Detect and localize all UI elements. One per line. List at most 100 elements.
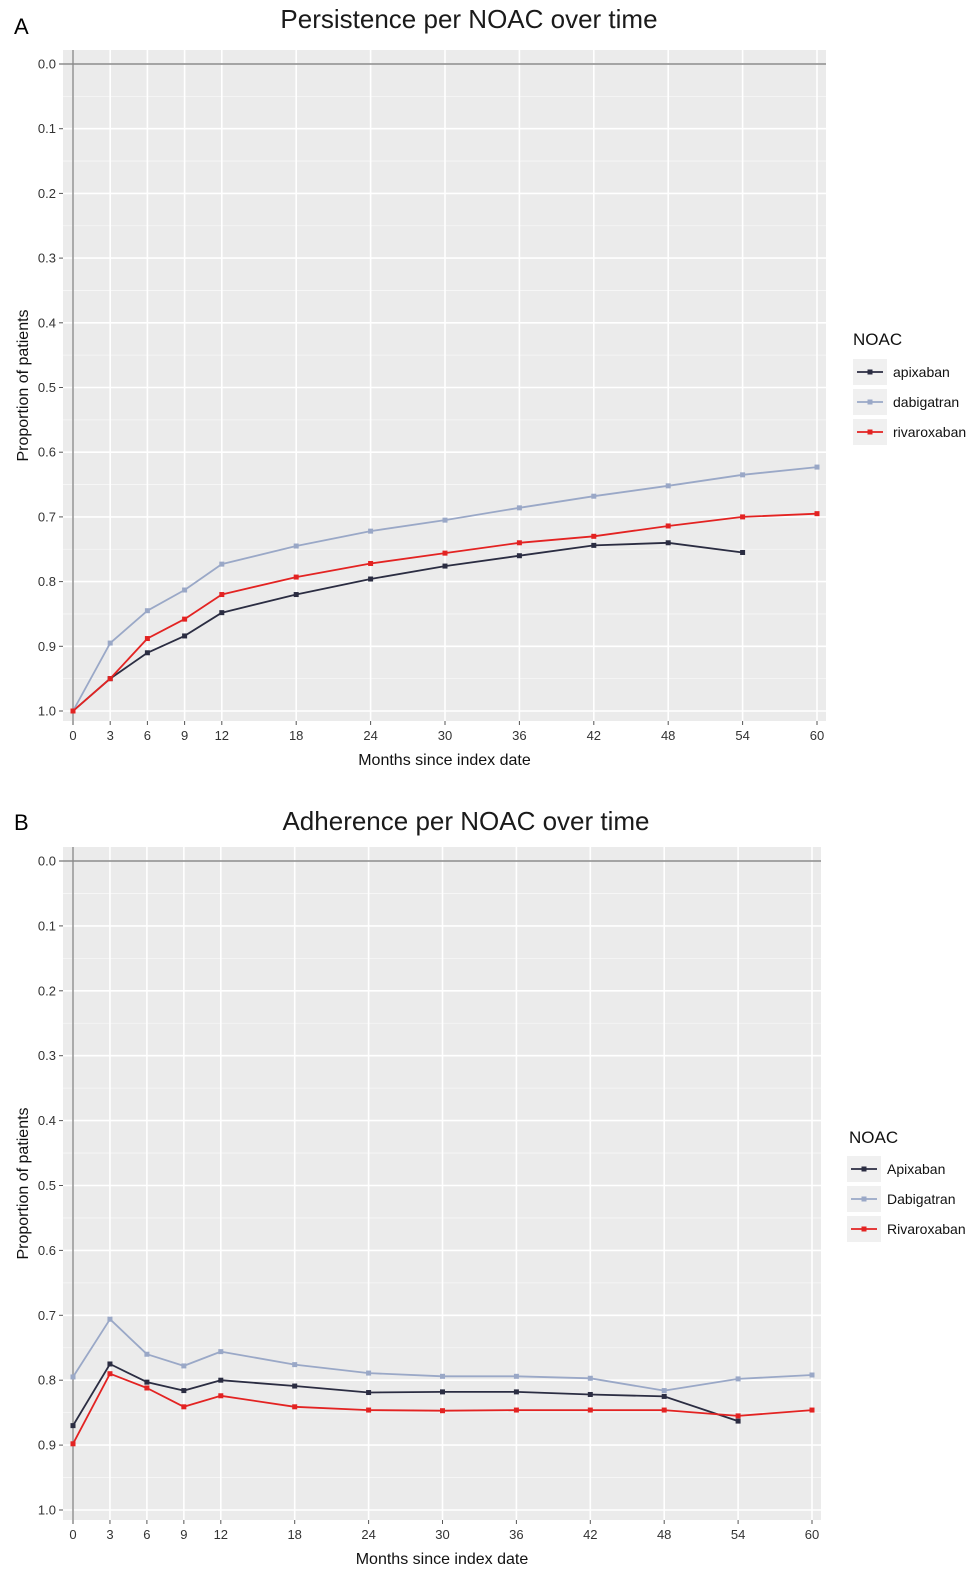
legend-key-point: [867, 399, 873, 405]
x-tick-label: 9: [180, 1527, 187, 1542]
x-tick-label: 60: [810, 728, 824, 743]
x-tick-label: 0: [69, 728, 76, 743]
data-point: [442, 550, 448, 556]
chart-title: Adherence per NOAC over time: [282, 806, 649, 836]
x-tick-label: 24: [363, 728, 377, 743]
data-point: [144, 1379, 150, 1385]
y-tick-label: 0.4: [38, 1113, 56, 1128]
data-point: [181, 1404, 187, 1410]
x-tick-label: 30: [435, 1527, 449, 1542]
series-rivaroxaban: [70, 511, 820, 714]
y-tick-label: 0.6: [38, 1243, 56, 1258]
data-point: [70, 708, 76, 714]
data-point: [661, 1393, 667, 1399]
data-point: [107, 1316, 113, 1322]
data-point: [516, 505, 522, 511]
y-tick-label: 1.0: [38, 704, 56, 719]
data-point: [587, 1391, 593, 1397]
data-point: [513, 1389, 519, 1395]
data-point: [219, 610, 225, 616]
y-axis-label: Proportion of patients: [15, 1107, 32, 1259]
x-tick-label: 36: [509, 1527, 523, 1542]
data-point: [219, 592, 225, 598]
x-tick-label: 3: [106, 1527, 113, 1542]
data-point: [144, 636, 150, 642]
y-tick-label: 1.0: [38, 1503, 56, 1518]
y-tick-label: 0.8: [38, 1373, 56, 1388]
data-point: [70, 1423, 76, 1429]
data-point: [181, 1388, 187, 1394]
x-tick-label: 54: [731, 1527, 745, 1542]
panel-letter: B: [14, 810, 29, 835]
legend-entry-label: Apixaban: [887, 1161, 945, 1177]
legend-title: NOAC: [849, 1128, 898, 1147]
x-tick-label: 36: [512, 728, 526, 743]
data-point: [368, 528, 374, 534]
data-point: [293, 592, 299, 598]
legend-entry-label: rivaroxaban: [893, 424, 966, 440]
data-point: [292, 1362, 298, 1368]
data-point: [735, 1376, 741, 1382]
data-point: [735, 1413, 741, 1419]
y-axis-label: Proportion of patients: [15, 309, 32, 461]
data-point: [440, 1408, 445, 1414]
x-tick-label: 42: [583, 1527, 597, 1542]
chart-panel-B: B Adherence per NOAC over time 0.0 0.1 0.2 0.…: [14, 806, 966, 1568]
data-point: [219, 561, 225, 567]
y-tick-label: 0.0: [38, 854, 56, 869]
data-point: [144, 1351, 150, 1357]
x-tick-label: 24: [361, 1527, 375, 1542]
y-tick-label: 0.8: [38, 574, 56, 589]
x-tick-label: 6: [143, 1527, 150, 1542]
data-point: [442, 563, 448, 569]
data-point: [292, 1383, 298, 1389]
data-point: [366, 1370, 372, 1376]
legend-entry-label: apixaban: [893, 364, 950, 380]
y-tick-label: 0.5: [38, 380, 56, 395]
data-point: [70, 1441, 76, 1447]
y-tick-label: 0.1: [38, 918, 56, 933]
series-rivaroxaban: [70, 1371, 815, 1447]
legend-entry-label: dabigatran: [893, 394, 959, 410]
data-point: [665, 483, 671, 489]
data-point: [591, 493, 597, 499]
legend-entry-label: Rivaroxaban: [887, 1221, 966, 1237]
panel-letter: A: [14, 14, 29, 39]
data-point: [368, 576, 374, 582]
y-tick-label: 0.3: [38, 251, 56, 266]
data-point: [516, 553, 522, 559]
data-point: [144, 1385, 150, 1391]
data-point: [661, 1407, 667, 1413]
data-point: [107, 1371, 113, 1377]
x-tick-label: 9: [181, 728, 188, 743]
data-point: [587, 1407, 593, 1413]
y-tick-label: 0.7: [38, 509, 56, 524]
y-tick-label: 0.1: [38, 121, 56, 136]
x-tick-label: 12: [215, 728, 229, 743]
series-line: [72, 1363, 739, 1427]
data-point: [218, 1393, 224, 1399]
data-point: [144, 650, 150, 656]
legend-entry-label: Dabigatran: [887, 1191, 956, 1207]
legend-key-point: [867, 429, 873, 435]
data-point: [814, 511, 820, 517]
data-point: [735, 1418, 741, 1424]
legend: NOAC Apixaban Dabigatran Rivaroxaban: [847, 1128, 966, 1242]
data-point: [293, 574, 299, 580]
y-tick-label: 0.2: [38, 983, 56, 998]
series-apixaban: [70, 1361, 741, 1429]
data-point: [292, 1404, 298, 1410]
data-point: [293, 543, 299, 549]
x-tick-label: 60: [805, 1527, 819, 1542]
x-tick-label: 0: [69, 1527, 76, 1542]
x-tick-label: 42: [587, 728, 601, 743]
series-line: [72, 541, 743, 712]
x-axis-label: Months since index date: [356, 1551, 529, 1568]
legend-title: NOAC: [853, 330, 902, 349]
data-point: [440, 1389, 445, 1395]
y-tick-label: 0.0: [38, 57, 56, 72]
x-axis-label: Months since index date: [358, 752, 531, 769]
data-point: [516, 540, 522, 546]
y-tick-label: 0.5: [38, 1178, 56, 1193]
